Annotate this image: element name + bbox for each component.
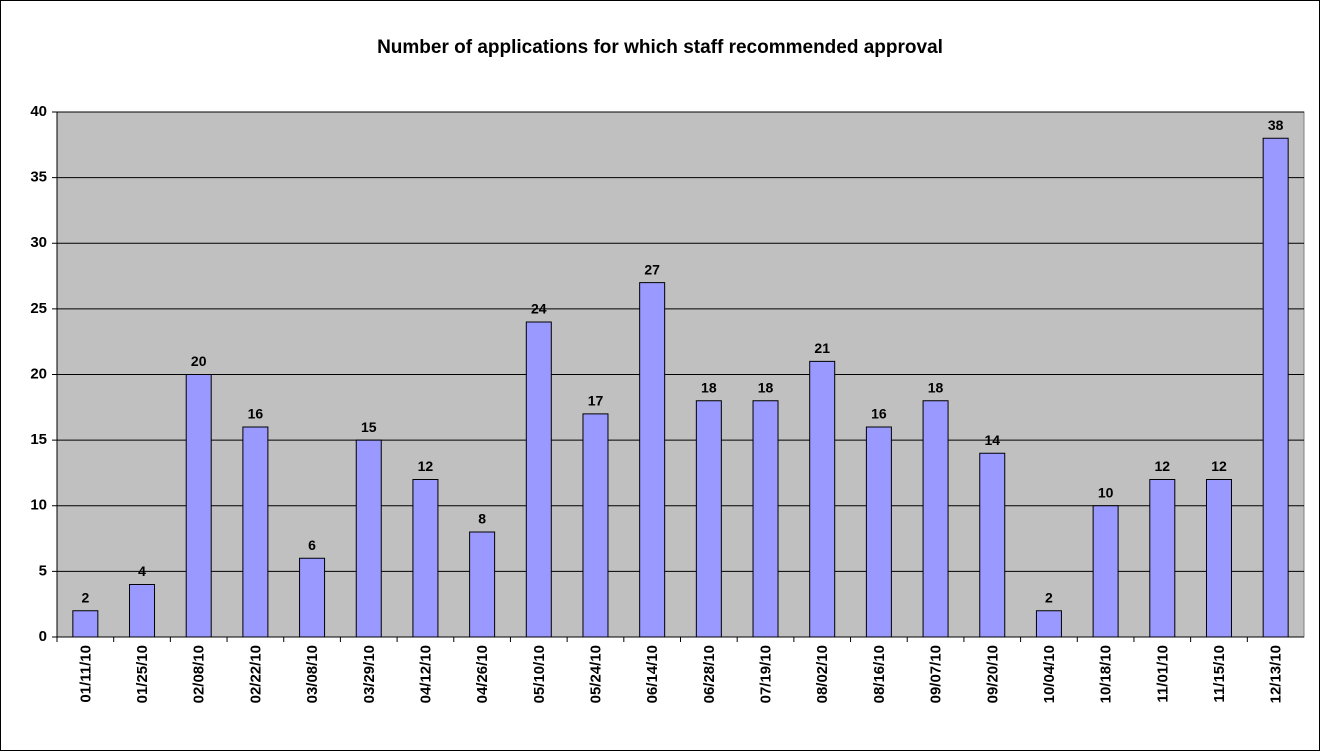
data-label: 2 (81, 589, 89, 605)
data-label: 38 (1268, 117, 1284, 133)
x-tick-label: 09/07/10 (928, 645, 945, 703)
chart-title: Number of applications for which staff r… (377, 37, 943, 58)
data-label: 27 (644, 261, 660, 277)
data-label: 8 (478, 511, 486, 527)
data-label: 16 (871, 406, 887, 422)
x-tick-label: 04/12/10 (417, 645, 434, 703)
y-tick-label: 30 (30, 234, 47, 251)
data-label: 4 (138, 563, 146, 579)
x-tick-label: 11/01/10 (1154, 645, 1171, 703)
bar (809, 360, 836, 638)
x-tick-label: 01/11/10 (77, 645, 94, 703)
x-tick-label: 06/28/10 (701, 645, 718, 703)
bar (355, 439, 382, 638)
data-label: 18 (928, 379, 944, 395)
bar (582, 413, 609, 638)
y-tick-label: 25 (30, 300, 47, 317)
data-label: 17 (588, 393, 604, 409)
bar (185, 374, 212, 638)
x-tick-label: 05/10/10 (531, 645, 548, 703)
x-tick-label: 03/08/10 (304, 645, 321, 703)
x-tick-label: 05/24/10 (587, 645, 604, 703)
x-tick-label: 03/29/10 (361, 645, 378, 703)
data-label: 24 (531, 301, 547, 317)
y-tick-label: 5 (39, 562, 47, 579)
data-label: 20 (191, 353, 207, 369)
bar (1035, 610, 1062, 638)
bar (1092, 505, 1119, 638)
bar (865, 426, 892, 638)
bar (922, 400, 949, 638)
x-tick-label: 11/15/10 (1211, 645, 1228, 703)
bar (525, 321, 552, 638)
bar (412, 479, 439, 638)
data-label: 12 (1211, 458, 1227, 474)
data-label: 18 (701, 379, 717, 395)
x-tick-label: 10/04/10 (1041, 645, 1058, 703)
bar (242, 426, 269, 638)
data-label: 12 (1155, 458, 1171, 474)
data-label: 2 (1045, 589, 1053, 605)
bar (695, 400, 722, 638)
y-tick-label: 0 (39, 628, 47, 645)
x-tick-label: 02/22/10 (247, 645, 264, 703)
bar (72, 610, 99, 638)
x-tick-label: 12/13/10 (1268, 645, 1285, 703)
x-tick-label: 09/20/10 (984, 645, 1001, 703)
x-tick-label: 02/08/10 (191, 645, 208, 703)
y-tick-label: 20 (30, 365, 47, 382)
y-tick-label: 10 (30, 497, 47, 514)
data-label: 16 (248, 406, 264, 422)
x-tick-label: 01/25/10 (134, 645, 151, 703)
x-tick-label: 07/19/10 (758, 645, 775, 703)
data-label: 14 (984, 432, 1000, 448)
y-tick-label: 40 (30, 103, 47, 120)
data-label: 6 (308, 537, 316, 553)
data-label: 10 (1098, 484, 1114, 500)
x-tick-label: 10/18/10 (1098, 645, 1115, 703)
bar (752, 400, 779, 638)
x-tick-label: 04/26/10 (474, 645, 491, 703)
bar (1149, 479, 1176, 638)
bar (639, 282, 666, 638)
y-tick-label: 35 (30, 169, 47, 186)
x-tick-label: 06/14/10 (644, 645, 661, 703)
x-tick-label: 08/02/10 (814, 645, 831, 703)
bar (1262, 137, 1289, 638)
bar (469, 531, 496, 638)
data-label: 15 (361, 419, 377, 435)
bar (1205, 479, 1232, 638)
bar (979, 452, 1006, 638)
bar (299, 557, 326, 638)
bar (129, 584, 156, 638)
data-label: 21 (814, 340, 830, 356)
x-tick-label: 08/16/10 (871, 645, 888, 703)
y-tick-label: 15 (30, 431, 47, 448)
data-label: 18 (758, 379, 774, 395)
data-label: 12 (418, 458, 434, 474)
